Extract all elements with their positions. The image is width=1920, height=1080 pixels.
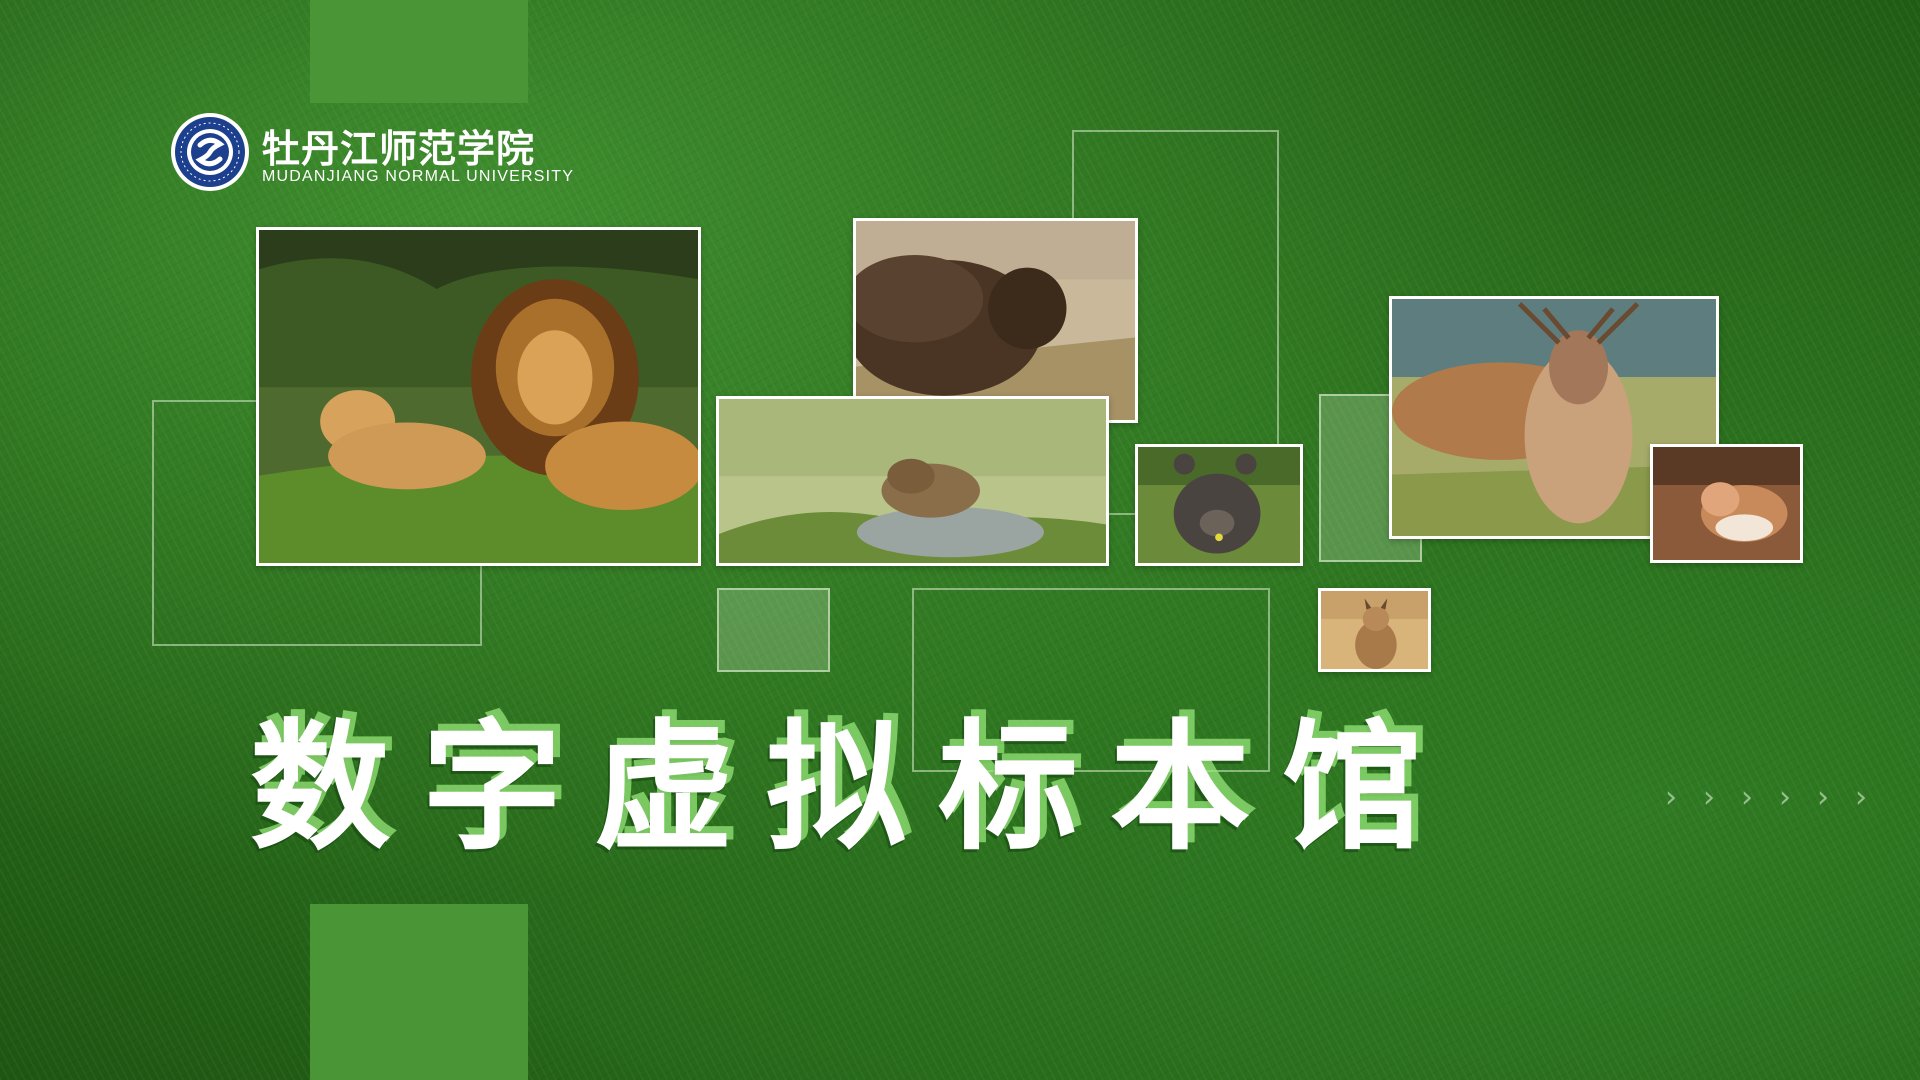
chevron-right-icon: › [1855,780,1867,815]
university-name-cn: 牡丹江师范学院 [262,126,536,171]
marmot-photo [716,396,1109,566]
title-char: 字 [422,706,563,870]
chevron-right-icon: › [1703,780,1715,815]
title-char: 馆 [1282,706,1423,870]
university-name-en: MUDANJIANG NORMAL UNIVERSITY [262,168,575,185]
lynx-photo [1318,588,1431,672]
title-char: 虚 [594,706,735,870]
top-accent-block [310,0,528,103]
university-logo: 牡丹江师范学院 MUDANJIANG NORMAL UNIVERSITY [170,112,573,192]
university-emblem-icon [171,113,249,191]
chevron-right-icon: › [1779,780,1791,815]
chevron-right-icon: › [1741,780,1753,815]
bison-photo [853,218,1138,423]
title-char: 数 [250,706,391,870]
chevron-right-icon: › [1817,780,1829,815]
chevron-right-icon: › [1665,780,1677,815]
title-char: 本 [1110,706,1251,870]
title-char: 拟 [766,706,907,870]
bottom-accent-block [310,904,528,1080]
fox-photo [1650,444,1803,563]
chevron-row: › › › › › › [1660,778,1880,818]
outline-frame-bottom [912,588,1270,772]
deer-photo [1389,296,1719,539]
lion-photo [256,227,701,566]
main-title: 数 字 虚 拟 标 本 馆 [250,708,1450,868]
bear-cub-photo [1135,444,1303,566]
title-char: 标 [938,706,1079,870]
translucent-square-left [717,588,830,672]
